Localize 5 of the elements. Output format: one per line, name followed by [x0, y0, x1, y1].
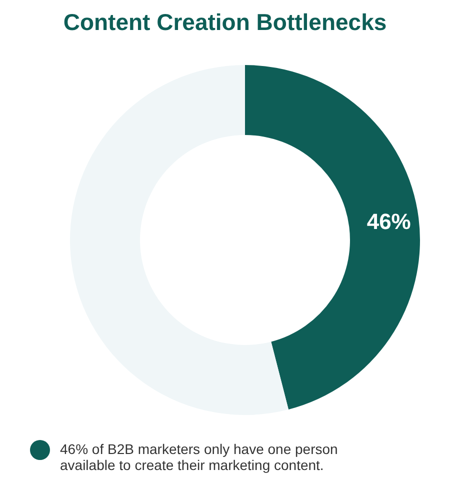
chart-title: Content Creation Bottlenecks: [63, 9, 387, 35]
donut-slice: [245, 65, 420, 410]
donut-slice: [70, 65, 289, 415]
data-label: 46%: [366, 208, 411, 234]
legend-label: 46% of B2B marketers only have one person available to create their marketing content.: [60, 441, 338, 473]
